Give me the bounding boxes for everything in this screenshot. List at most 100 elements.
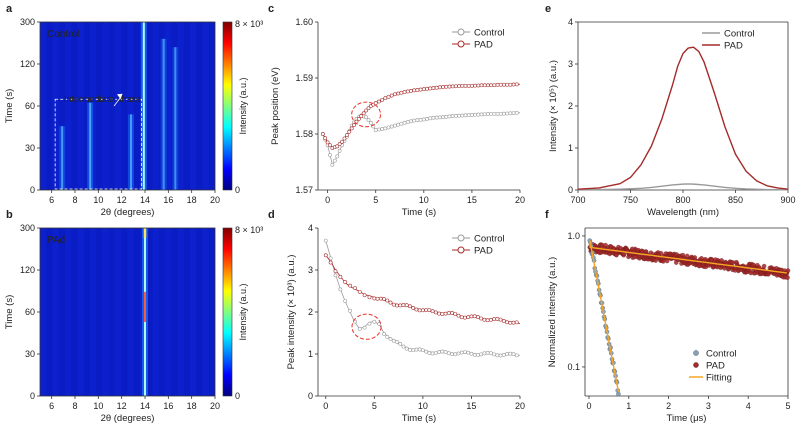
data-point [508, 320, 513, 325]
data-point [382, 332, 386, 336]
heatmap-panel-a: Intermediate phase Control 6 8 10 12 14 16 18 20 2… [4, 17, 263, 218]
x-axis-label: Time (s) [402, 207, 436, 218]
heatmap-band [177, 228, 184, 396]
data-point [440, 312, 445, 316]
data-point [328, 153, 332, 157]
y-tick-label: 0 [30, 185, 35, 195]
data-point [364, 115, 368, 120]
data-point [359, 114, 364, 118]
data-point [476, 315, 480, 319]
fit-line-pad [589, 246, 787, 274]
diffraction-streak [142, 22, 145, 190]
data-point [340, 139, 344, 144]
y-axis-label: Peak position (eV) [270, 67, 281, 145]
x-tick-label: 18 [187, 195, 197, 205]
data-point [417, 347, 422, 352]
diffraction-streak [89, 102, 92, 190]
data-point [418, 117, 423, 122]
data-point [431, 115, 436, 120]
heatmap-band [152, 22, 159, 190]
colorbar [222, 21, 233, 191]
data-point [514, 82, 519, 87]
data-point [466, 113, 471, 118]
data-point [372, 296, 377, 301]
data-point [382, 297, 386, 301]
data-point [430, 309, 435, 314]
data-point-pad [761, 263, 767, 269]
x-axis-label: 2θ (degrees) [101, 413, 155, 424]
data-point [514, 111, 519, 115]
data-point [482, 83, 487, 88]
data-point [459, 315, 464, 320]
x-tick-label: 8 [72, 401, 77, 411]
data-point [364, 108, 368, 113]
y-tick-label: 3 [568, 59, 573, 69]
data-point [444, 84, 449, 89]
data-point [428, 116, 433, 121]
data-point [421, 87, 426, 92]
data-point [514, 353, 519, 358]
x-tick-label: 12 [117, 401, 127, 411]
data-point [433, 350, 438, 355]
sample-label: PAd [47, 235, 65, 246]
data-point [482, 351, 487, 356]
y-tick-label: 1 [568, 143, 573, 153]
y-axis-label: Intensity (× 10⁵) (a.u.) [548, 60, 559, 152]
data-point [383, 96, 388, 101]
heatmap-band [102, 228, 109, 396]
panel-label-b: b [6, 209, 13, 221]
data-point [343, 280, 348, 284]
data-point [337, 148, 342, 153]
y-tick-label: 300 [20, 223, 35, 233]
panel-label-c: c [268, 3, 274, 15]
data-point [414, 347, 419, 352]
y-tick-label: 30 [25, 349, 35, 359]
y-axis-label: Time (s) [4, 89, 15, 123]
diffraction-streak [162, 38, 165, 190]
data-point [463, 315, 467, 320]
data-point [470, 83, 474, 88]
heatmap-band [90, 228, 97, 396]
x-tick-label: 2 [666, 401, 671, 411]
intermediate-phase-label: Intermediate phase [64, 94, 141, 104]
x-tick-label: 0 [586, 401, 591, 411]
data-point [498, 82, 503, 87]
data-point [514, 320, 519, 325]
legend-label: PAD [724, 41, 743, 52]
y-axis-label: Peak intensity (× 10³) (a.u.) [286, 255, 297, 370]
data-point [460, 83, 465, 88]
data-point [479, 352, 484, 357]
data-point [492, 111, 497, 116]
data-point [373, 128, 378, 132]
data-point [495, 83, 500, 87]
data-point [511, 352, 516, 357]
legend-swatch-marker [457, 28, 465, 36]
data-point [399, 121, 404, 126]
data-point [498, 111, 503, 116]
data-point [427, 351, 432, 355]
heatmap-band [165, 228, 172, 396]
data-point [373, 101, 378, 106]
x-tick-label: 18 [187, 401, 197, 411]
data-point [347, 129, 352, 134]
y-tick-label: 2 [308, 307, 313, 317]
data-point [424, 349, 429, 354]
data-point [476, 112, 481, 117]
highlight-ellipse [351, 101, 382, 128]
data-point [337, 142, 342, 146]
x-tick-label: 14 [140, 195, 150, 205]
heatmap-band [65, 228, 72, 396]
data-point [479, 112, 484, 117]
data-point [353, 286, 357, 290]
data-point [320, 132, 325, 136]
data-point [466, 350, 471, 355]
data-point [357, 289, 362, 294]
data-point [424, 308, 429, 312]
data-point [412, 88, 417, 93]
data-point [323, 253, 328, 258]
legend-label: PAD [474, 246, 493, 257]
x-tick-label: 0 [325, 195, 330, 205]
data-point [450, 114, 455, 118]
data-point [459, 350, 464, 355]
data-point [362, 325, 367, 330]
